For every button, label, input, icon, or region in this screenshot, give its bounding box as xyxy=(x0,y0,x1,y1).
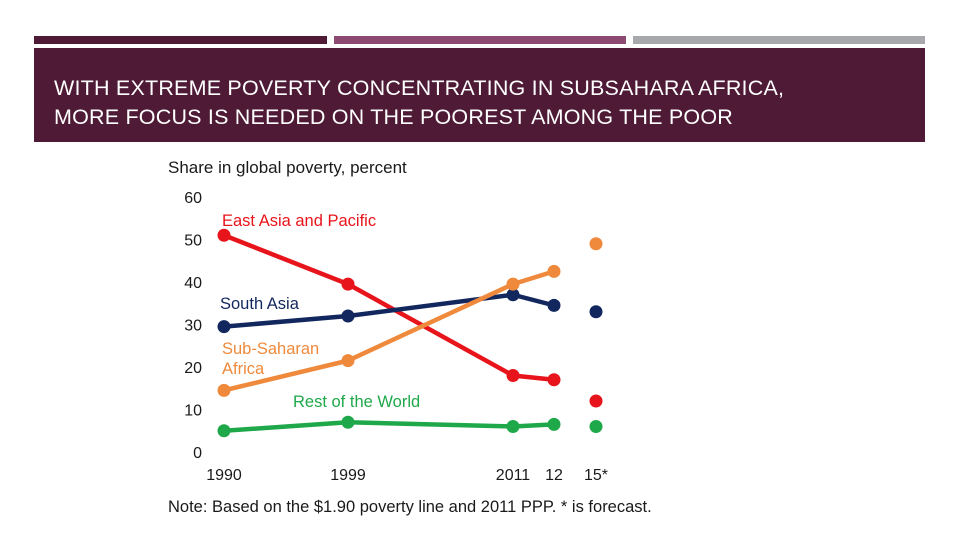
accent-bar-right xyxy=(633,36,925,44)
y-tick-label: 30 xyxy=(184,318,202,335)
series-label-rest-of-world: Rest of the World xyxy=(293,393,420,411)
x-tick-label: 15* xyxy=(584,467,608,484)
y-tick-label: 60 xyxy=(184,190,202,207)
data-point xyxy=(589,394,603,408)
x-tick-label: 1999 xyxy=(330,467,366,484)
data-point xyxy=(217,383,231,397)
data-point xyxy=(217,228,231,242)
data-point xyxy=(547,373,561,387)
series-label-east-asia-pacific: East Asia and Pacific xyxy=(222,212,376,230)
series-line xyxy=(221,292,557,329)
data-point xyxy=(547,264,561,278)
y-axis-title: Share in global poverty, percent xyxy=(168,158,407,177)
y-tick-label: 0 xyxy=(193,445,202,462)
series-line xyxy=(221,420,557,433)
data-point xyxy=(547,417,561,431)
series-label-south-asia: South Asia xyxy=(220,295,300,313)
data-point xyxy=(589,305,603,319)
data-point xyxy=(217,424,231,438)
data-point xyxy=(217,320,231,334)
chart-note: Note: Based on the $1.90 poverty line an… xyxy=(168,498,652,516)
series-points xyxy=(217,228,603,438)
accent-bar-middle xyxy=(334,36,626,44)
slide-title-line-2: MORE FOCUS IS NEEDED ON THE POOREST AMON… xyxy=(54,105,733,129)
data-point xyxy=(506,288,520,302)
title-banner: WITH EXTREME POVERTY CONCENTRATING IN SU… xyxy=(34,48,925,142)
accent-bar-left xyxy=(34,36,327,44)
x-tick-label: 2011 xyxy=(496,467,531,484)
y-axis-ticks: 0 10 20 30 40 50 60 xyxy=(184,190,202,462)
slide-title-line-1: WITH EXTREME POVERTY CONCENTRATING IN SU… xyxy=(54,76,785,100)
x-tick-label: 12 xyxy=(545,467,563,484)
data-point xyxy=(341,415,355,429)
y-tick-label: 50 xyxy=(184,233,202,250)
series-label-sub-saharan-line-1: Sub-Saharan xyxy=(222,340,319,358)
data-point xyxy=(341,354,355,368)
series-label-sub-saharan-line-2: Africa xyxy=(222,360,265,378)
x-tick-label: 1990 xyxy=(206,467,242,484)
y-tick-label: 10 xyxy=(184,403,202,420)
data-point xyxy=(547,298,561,312)
series-line xyxy=(221,269,557,393)
y-tick-label: 40 xyxy=(184,275,202,292)
data-point xyxy=(341,277,355,291)
x-axis-ticks: 1990 1999 2011 12 15* xyxy=(206,467,608,484)
data-point xyxy=(506,277,520,291)
data-point xyxy=(589,237,603,251)
series-lines xyxy=(221,233,557,433)
y-tick-label: 20 xyxy=(184,360,202,377)
series-line xyxy=(221,233,557,382)
data-point xyxy=(506,369,520,382)
data-point xyxy=(506,420,520,433)
data-point xyxy=(589,420,603,433)
data-point xyxy=(341,309,355,323)
